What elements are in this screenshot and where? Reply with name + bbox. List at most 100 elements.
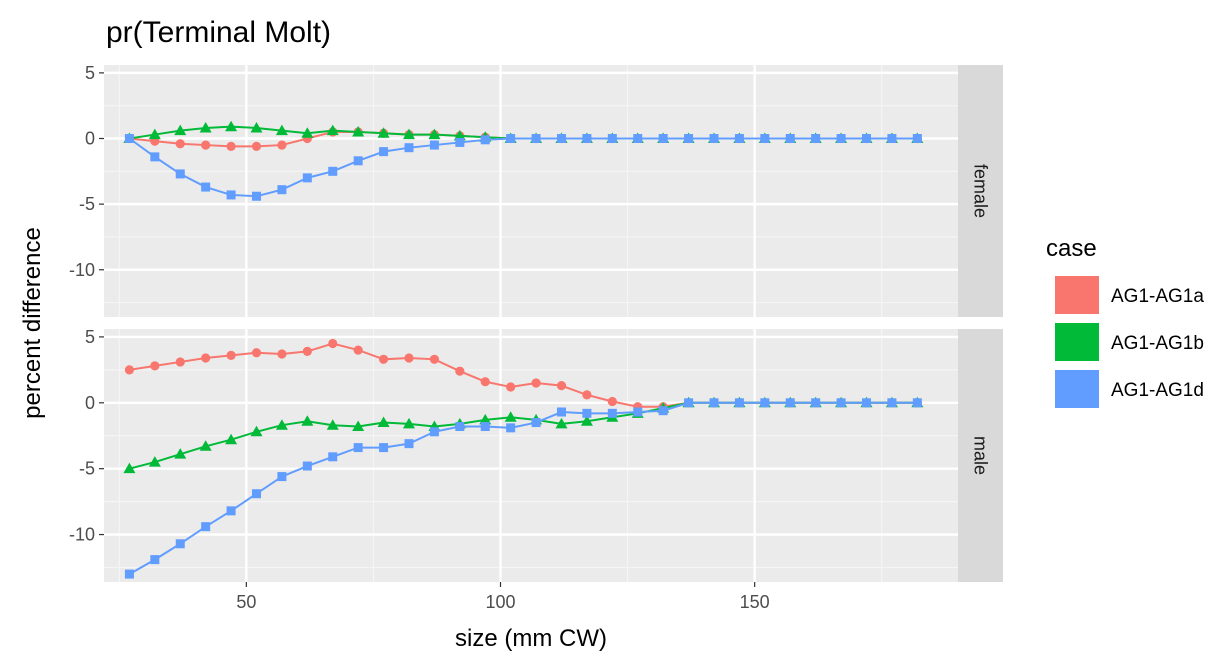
x-tick-label: 150 bbox=[740, 592, 770, 612]
data-point bbox=[148, 128, 161, 140]
data-point bbox=[328, 338, 338, 349]
data-point bbox=[504, 411, 517, 422]
panels: 5 0 -5 -10 female 5 0 -5 -10 male bbox=[69, 63, 1003, 582]
data-point bbox=[150, 152, 160, 162]
data-point bbox=[429, 354, 440, 364]
data-point bbox=[887, 134, 897, 143]
data-point bbox=[428, 128, 441, 140]
data-point bbox=[506, 382, 516, 392]
y-tick-label: -5 bbox=[79, 194, 95, 214]
y-tick-label: -10 bbox=[69, 260, 95, 280]
data-point bbox=[201, 522, 211, 532]
legend-key-AG1-AG1a bbox=[1055, 276, 1099, 314]
x-tick-label: 50 bbox=[236, 592, 256, 612]
data-point bbox=[226, 141, 236, 151]
chart-title: pr(Terminal Molt) bbox=[106, 16, 331, 49]
data-point bbox=[326, 419, 339, 430]
data-point bbox=[150, 361, 160, 371]
data-point bbox=[124, 569, 134, 579]
data-point bbox=[455, 366, 465, 376]
data-point bbox=[429, 140, 439, 150]
data-point bbox=[326, 124, 339, 136]
data-point bbox=[275, 124, 288, 136]
legend-label: AG1-AG1b bbox=[1111, 333, 1204, 354]
data-point bbox=[403, 128, 415, 140]
data-point bbox=[862, 134, 871, 143]
data-point bbox=[455, 422, 465, 432]
data-point bbox=[531, 378, 541, 388]
data-point bbox=[912, 134, 922, 143]
data-point bbox=[734, 134, 744, 143]
data-point bbox=[760, 134, 770, 143]
data-point bbox=[506, 134, 516, 143]
legend-key-AG1-AG1b bbox=[1055, 323, 1099, 361]
data-point bbox=[124, 134, 134, 143]
data-point bbox=[201, 140, 211, 150]
data-point bbox=[123, 462, 136, 474]
data-point bbox=[836, 134, 846, 143]
data-point bbox=[175, 139, 185, 149]
y-tick-label: 0 bbox=[85, 393, 95, 413]
legend-label: AG1-AG1d bbox=[1111, 380, 1204, 401]
data-point bbox=[531, 418, 541, 428]
legend-marker bbox=[1067, 285, 1087, 305]
y-tick-label: -5 bbox=[79, 459, 95, 479]
data-point bbox=[250, 122, 263, 133]
data-point bbox=[582, 390, 592, 400]
data-point bbox=[785, 134, 795, 143]
data-point bbox=[709, 134, 719, 143]
y-tick-label: 0 bbox=[85, 129, 95, 149]
data-point bbox=[404, 353, 414, 363]
data-point bbox=[862, 398, 871, 408]
data-point bbox=[353, 156, 363, 166]
y-tick-label: -10 bbox=[69, 525, 95, 545]
data-point bbox=[709, 398, 719, 408]
data-point bbox=[734, 398, 744, 408]
data-point bbox=[377, 127, 390, 138]
data-point bbox=[251, 348, 262, 358]
panel-female: 5 0 -5 -10 female bbox=[69, 63, 1003, 317]
legend-marker bbox=[1055, 326, 1099, 355]
data-point bbox=[175, 357, 185, 367]
data-point bbox=[582, 134, 592, 143]
data-point bbox=[251, 141, 262, 151]
data-point bbox=[352, 125, 365, 137]
data-point bbox=[250, 425, 263, 437]
data-point bbox=[582, 408, 592, 418]
data-point bbox=[302, 173, 312, 183]
data-point bbox=[404, 143, 414, 153]
y-tick-label: 5 bbox=[85, 63, 95, 83]
data-point bbox=[277, 349, 287, 359]
data-point bbox=[275, 419, 288, 430]
data-point bbox=[760, 398, 770, 408]
series-AG1-AG1d bbox=[124, 134, 922, 201]
data-point bbox=[352, 420, 365, 432]
data-point bbox=[353, 345, 363, 355]
data-point bbox=[201, 353, 211, 363]
data-point bbox=[277, 140, 287, 150]
facet-strip bbox=[958, 65, 1003, 317]
data-point bbox=[301, 127, 314, 138]
data-point bbox=[480, 377, 490, 387]
y-axis-title: percent difference bbox=[19, 227, 46, 419]
data-point bbox=[480, 422, 490, 432]
data-point bbox=[301, 415, 314, 426]
data-point bbox=[479, 413, 492, 425]
data-point bbox=[378, 354, 389, 364]
data-point bbox=[531, 134, 541, 143]
data-point bbox=[175, 169, 185, 179]
data-point bbox=[150, 555, 160, 565]
data-point bbox=[455, 137, 465, 147]
data-point bbox=[556, 381, 567, 391]
data-point bbox=[684, 398, 694, 408]
data-point bbox=[429, 427, 439, 437]
data-point bbox=[453, 129, 466, 141]
data-point bbox=[226, 506, 236, 516]
data-point bbox=[199, 440, 212, 451]
data-point bbox=[658, 406, 668, 416]
y-tick-label: 5 bbox=[85, 327, 95, 347]
data-point bbox=[225, 120, 238, 132]
legend-key-AG1-AG1d bbox=[1055, 370, 1099, 408]
data-point bbox=[379, 147, 389, 157]
data-point bbox=[684, 134, 694, 143]
